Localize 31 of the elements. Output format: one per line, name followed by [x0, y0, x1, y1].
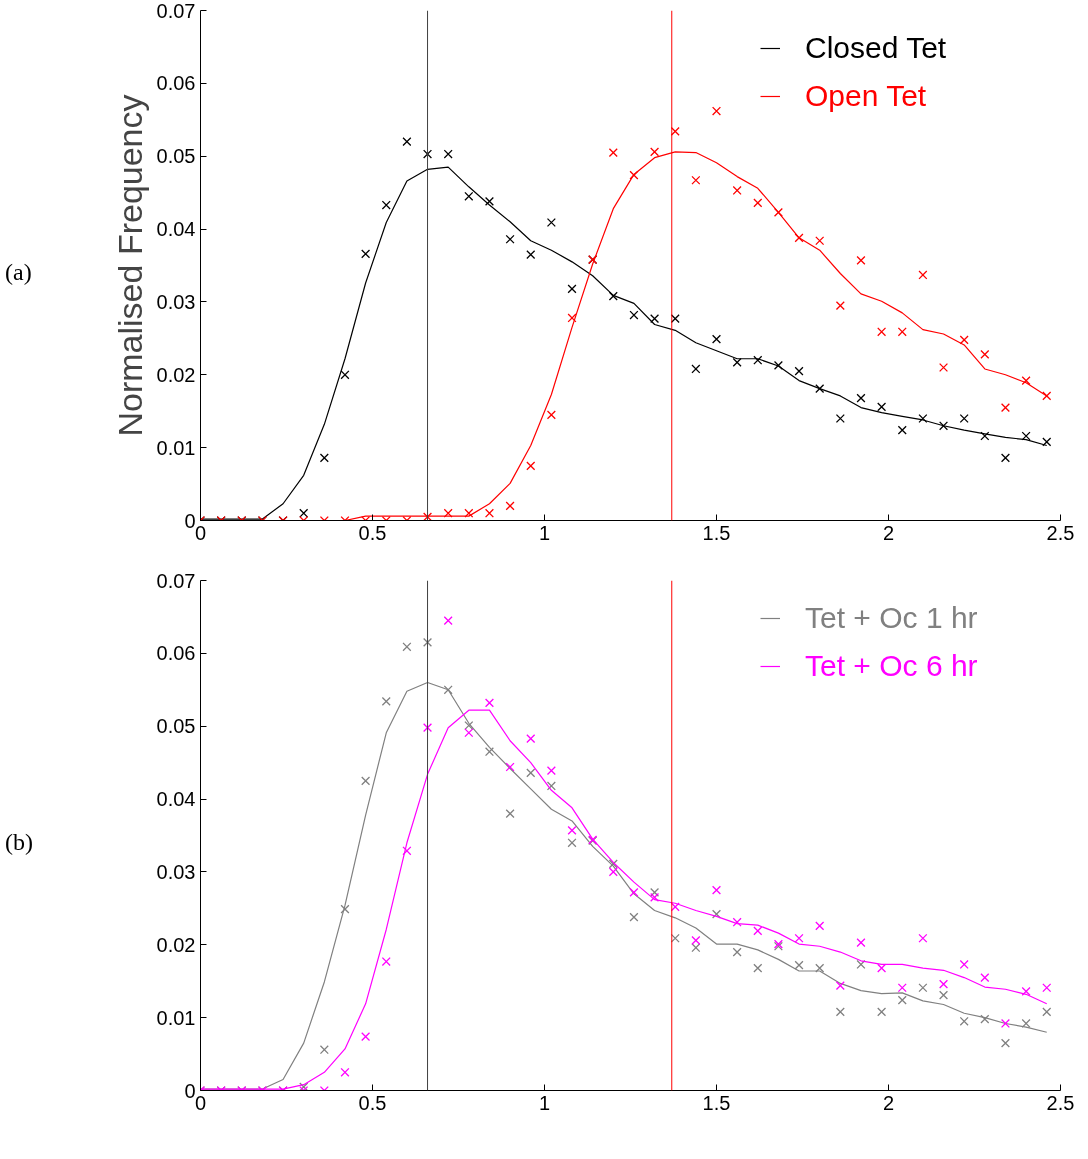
y-tick-label: 0.01 [156, 1006, 196, 1029]
x-tick-label: 2 [882, 1091, 895, 1114]
y-tick-label: 0.06 [156, 72, 196, 95]
y-tick-label: 0.05 [156, 145, 196, 168]
legend-label: Closed Tet [805, 31, 947, 65]
x-tick-label: 1.5 [702, 1091, 731, 1114]
y-tick-label: 0.04 [156, 788, 196, 811]
y-tick-label: 0.07 [156, 569, 196, 592]
x-tick-label: 1 [538, 521, 551, 544]
x-tick-label: 0.5 [358, 521, 387, 544]
x-tick-label: 2.5 [1046, 521, 1075, 544]
x-tick-label: 1.5 [702, 521, 731, 544]
legend-label: Open Tet [805, 79, 927, 113]
text: (b) [5, 828, 33, 857]
x-tick-label: 0.5 [358, 1091, 387, 1114]
legend-label: Tet + Oc 6 hr [805, 649, 978, 683]
y-tick-label: 0.03 [156, 290, 196, 313]
x-tick-label: 1 [538, 1091, 551, 1114]
text: (a) [5, 258, 32, 287]
x-tick-label: 2 [882, 521, 895, 544]
legend-label: Tet + Oc 1 hr [805, 601, 978, 635]
x-tick-label: 2.5 [1046, 1091, 1075, 1114]
y-tick-label: 0.06 [156, 642, 196, 665]
y-tick-label: 0.02 [156, 363, 196, 386]
y-tick-label: 0.07 [156, 0, 196, 22]
y-tick-label: 0.02 [156, 933, 196, 956]
y-tick-label: 0.01 [156, 436, 196, 459]
y-tick-label: 0.03 [156, 860, 196, 883]
y-tick-label: 0.04 [156, 218, 196, 241]
y-axis-title: Normalised Frequency [110, 94, 149, 437]
y-tick-label: 0.05 [156, 715, 196, 738]
